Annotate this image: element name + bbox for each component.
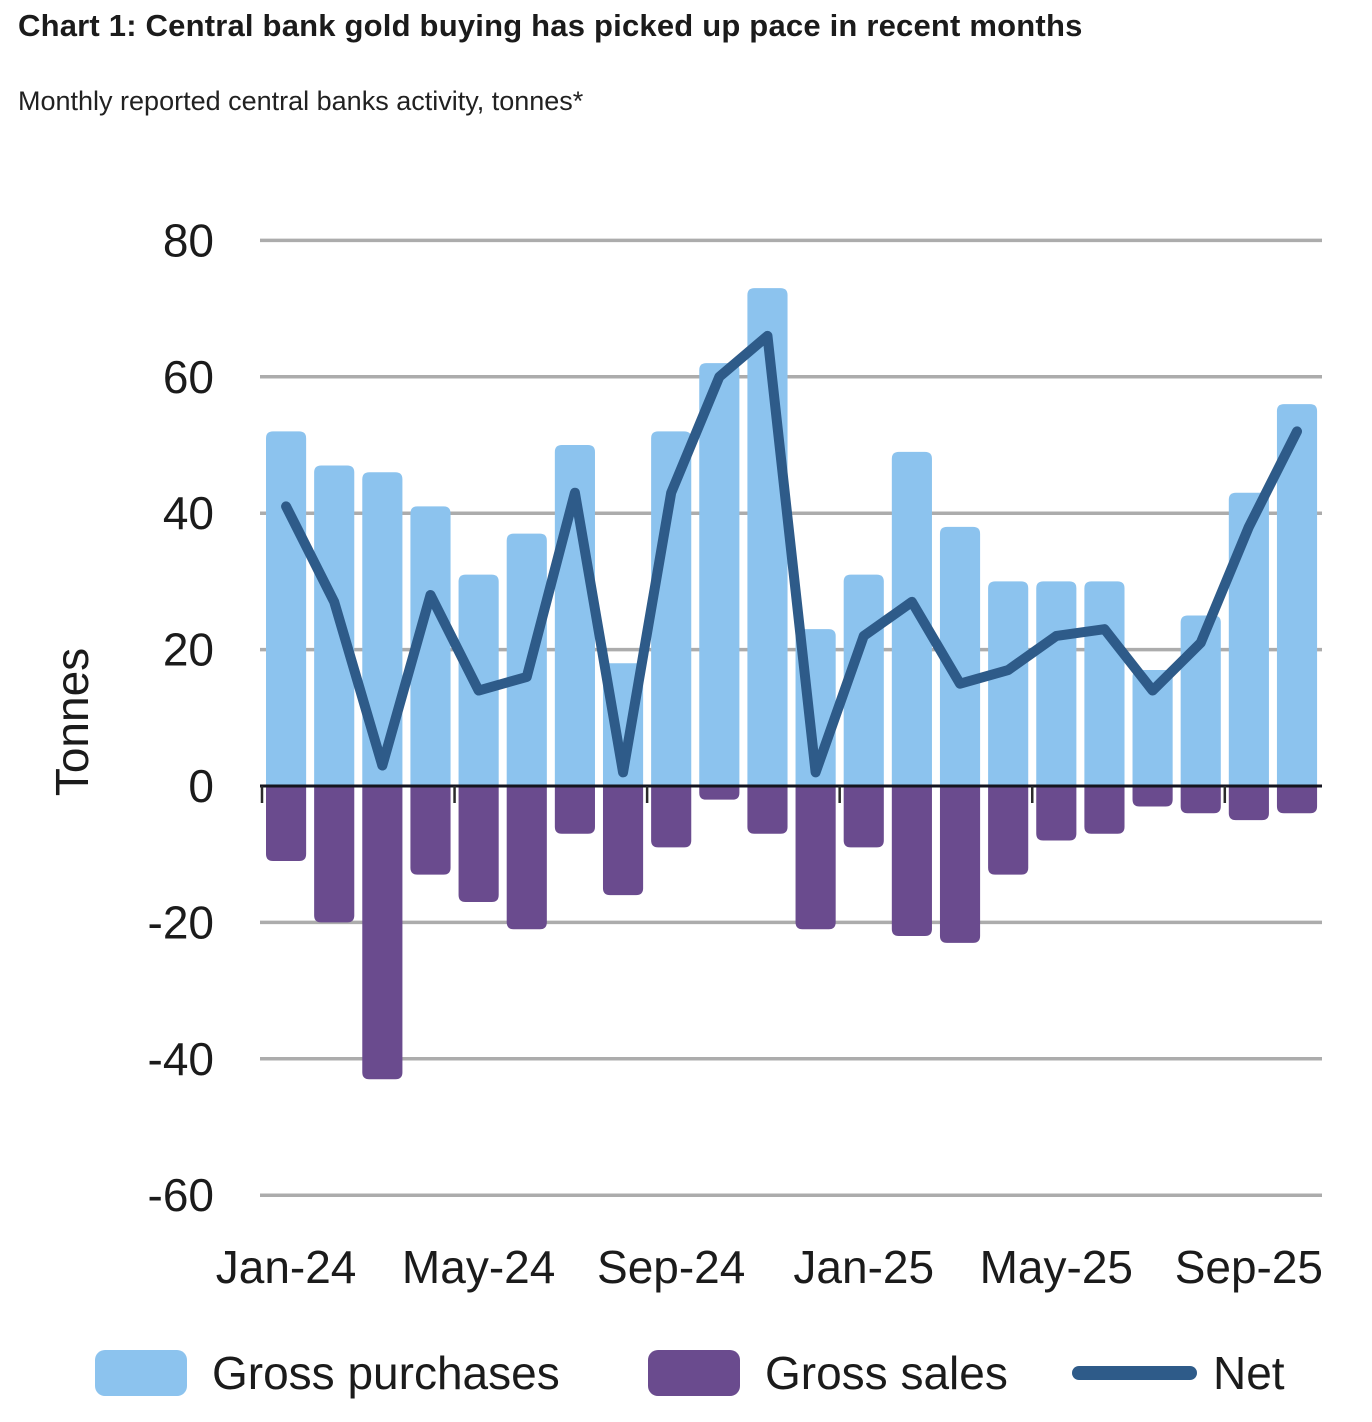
- gross-purchases-bar: [1132, 670, 1173, 786]
- net-line-swatch: [1072, 1366, 1197, 1380]
- y-tick-label: -60: [148, 1169, 214, 1221]
- gross-sales-bar: [747, 786, 788, 834]
- y-axis-title: Tonnes: [46, 648, 98, 796]
- x-tick-label: May-24: [402, 1241, 555, 1293]
- gross-sales-bar: [1084, 786, 1125, 834]
- y-tick-label: -40: [148, 1033, 214, 1085]
- y-tick-label: -20: [148, 896, 214, 948]
- legend-label-gross-sales: Gross sales: [765, 1347, 1008, 1399]
- gross-sales-bar: [699, 786, 740, 800]
- gross-purchases-bar: [1084, 581, 1125, 786]
- x-tick-label: Jan-24: [216, 1241, 357, 1293]
- chart-subtitle: Monthly reported central banks activity,…: [18, 86, 584, 116]
- gross-purchases-bar: [362, 472, 403, 786]
- legend-label-gross-purchases: Gross purchases: [212, 1347, 560, 1399]
- gross-sales-bar: [1132, 786, 1173, 807]
- gross-sales-bar: [795, 786, 836, 930]
- y-tick-label: 0: [188, 760, 214, 812]
- x-tick-label: Sep-25: [1175, 1241, 1323, 1293]
- gross-purchases-bar: [651, 431, 692, 786]
- gross-sales-swatch: [648, 1350, 740, 1396]
- net-line: [281, 330, 1303, 778]
- y-tick-label: 60: [163, 351, 214, 403]
- gross-purchases-bar: [1228, 492, 1269, 786]
- y-tick-label: 20: [163, 624, 214, 676]
- gross-purchases-bar: [939, 526, 981, 786]
- gross-sales-bar: [266, 786, 307, 862]
- gross-sales-bar: [506, 786, 547, 930]
- gross-purchases-bar: [410, 506, 451, 786]
- gross-purchases-swatch: [95, 1350, 187, 1396]
- y-tick-label: 80: [163, 214, 214, 266]
- gross-purchases-bar: [266, 431, 307, 786]
- gross-sales-bar: [314, 786, 355, 923]
- gross-purchases-bar: [1276, 404, 1318, 786]
- legend-label-net: Net: [1213, 1347, 1285, 1399]
- gross-sales-bar: [458, 786, 499, 902]
- x-tick-label: May-25: [980, 1241, 1133, 1293]
- gross-sales-bar: [1036, 786, 1077, 841]
- gross-sales-bar: [939, 786, 981, 943]
- gross-sales-bar: [554, 786, 595, 834]
- chart-title: Chart 1: Central bank gold buying has pi…: [18, 8, 1083, 43]
- gross-purchases-bar: [891, 451, 932, 786]
- gross-sales-bar: [651, 786, 692, 848]
- legend-item-net: Net: [1072, 1347, 1285, 1399]
- gross-sales-bar: [1228, 786, 1269, 821]
- gross-purchases-bar: [988, 581, 1029, 786]
- gross-sales-bar: [843, 786, 884, 848]
- gross-sales-bar: [410, 786, 451, 875]
- gross-purchases-bar: [1036, 581, 1077, 786]
- gross-purchases-bar: [699, 363, 740, 786]
- gross-sales-bar: [1180, 786, 1221, 814]
- x-tick-label: Jan-25: [793, 1241, 934, 1293]
- gross-sales-bar: [602, 786, 644, 896]
- gross-sales-bar: [891, 786, 932, 937]
- legend: Gross purchases Gross sales Net: [0, 1347, 1372, 1399]
- gross-sales-bar: [988, 786, 1029, 875]
- legend-item-gross-purchases: Gross purchases: [95, 1347, 560, 1399]
- gross-purchases-bar: [314, 465, 355, 786]
- x-tick-label: Sep-24: [597, 1241, 745, 1293]
- y-tick-label: 40: [163, 487, 214, 539]
- legend-item-gross-sales: Gross sales: [648, 1347, 1008, 1399]
- gross-sales-bar: [362, 786, 403, 1080]
- gross-sales-bar: [1276, 786, 1318, 814]
